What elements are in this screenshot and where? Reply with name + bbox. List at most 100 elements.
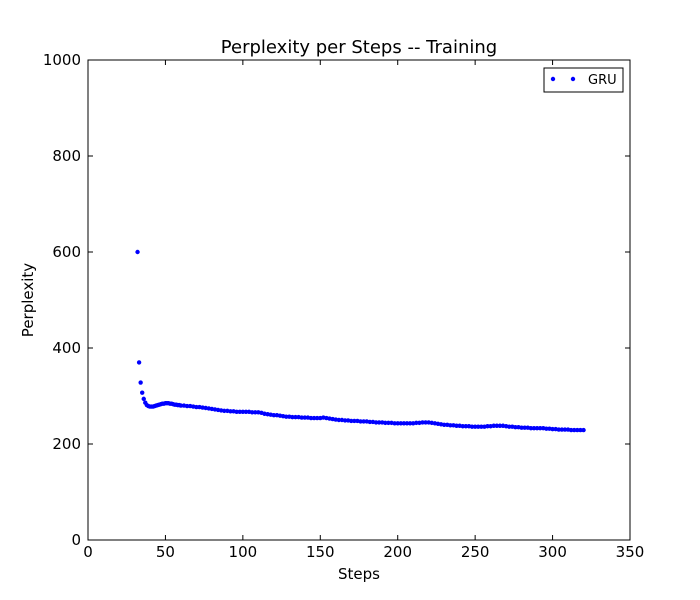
- data-point: [568, 427, 574, 433]
- data-point: [240, 409, 246, 415]
- y-axis-label: Perplexity: [19, 263, 37, 337]
- data-point: [562, 427, 568, 432]
- data-point: [352, 418, 357, 424]
- data-point: [472, 424, 478, 429]
- data-point: [140, 390, 145, 395]
- data-point: [398, 421, 404, 426]
- series-gru-points: [135, 249, 586, 433]
- data-point: [407, 421, 413, 426]
- data-point: [222, 408, 227, 414]
- data-point: [336, 417, 342, 423]
- data-point: [513, 425, 518, 430]
- data-point: [302, 415, 307, 420]
- data-point: [494, 423, 500, 428]
- data-point: [178, 403, 184, 408]
- data-point: [253, 410, 258, 415]
- data-point: [544, 426, 549, 431]
- data-point: [534, 425, 540, 431]
- data-point: [228, 409, 233, 414]
- y-tick-label: 0: [71, 531, 81, 549]
- data-point: [448, 423, 453, 428]
- data-point: [476, 424, 481, 429]
- data-point: [194, 404, 199, 410]
- data-point: [299, 415, 304, 420]
- data-point: [507, 424, 512, 429]
- x-axis: 0 50 100 150 200 250 300 350: [83, 60, 644, 561]
- data-point: [184, 403, 190, 409]
- data-point: [342, 418, 348, 423]
- data-point: [308, 415, 314, 421]
- data-point: [550, 426, 555, 432]
- legend-box: [543, 67, 624, 93]
- y-axis: 0 200 400 600 800 1000: [43, 51, 630, 549]
- data-point: [249, 410, 255, 415]
- data-point: [531, 425, 537, 431]
- data-point: [136, 360, 142, 365]
- legend-marker: [570, 76, 576, 82]
- data-point: [556, 427, 561, 432]
- legend-label-gru: GRU: [588, 73, 617, 88]
- data-point: [243, 409, 249, 415]
- data-point: [271, 413, 277, 418]
- data-point: [395, 421, 400, 426]
- data-point: [420, 420, 425, 425]
- data-point: [234, 409, 239, 415]
- data-point: [581, 427, 586, 433]
- data-point: [392, 421, 397, 426]
- y-tick-label: 800: [52, 147, 81, 165]
- data-point: [559, 427, 565, 432]
- data-point: [463, 424, 469, 429]
- x-tick-label: 100: [229, 543, 258, 561]
- data-point: [522, 425, 527, 430]
- data-point: [358, 419, 363, 424]
- data-point: [485, 424, 490, 429]
- data-point: [491, 423, 496, 428]
- y-tick-label: 200: [52, 435, 81, 453]
- data-point: [454, 423, 459, 428]
- data-point: [469, 424, 475, 429]
- data-point: [373, 420, 379, 425]
- x-tick-label: 300: [538, 543, 567, 561]
- data-point: [141, 396, 146, 402]
- y-tick-label: 600: [52, 243, 81, 261]
- x-axis-label: Steps: [338, 565, 380, 583]
- y-tick-label: 1000: [43, 51, 81, 69]
- x-tick-label: 250: [461, 543, 490, 561]
- y-tick-label: 400: [52, 339, 81, 357]
- data-point: [401, 421, 407, 426]
- data-point: [349, 418, 354, 424]
- data-point: [311, 415, 317, 421]
- data-point: [575, 427, 580, 433]
- data-point: [386, 420, 391, 426]
- legend: GRU: [543, 67, 624, 93]
- data-point: [367, 419, 373, 425]
- data-point: [578, 427, 583, 433]
- data-point: [497, 423, 503, 428]
- x-tick-label: 150: [306, 543, 335, 561]
- x-tick-label: 350: [616, 543, 645, 561]
- data-point: [460, 424, 465, 429]
- x-tick-label: 200: [383, 543, 412, 561]
- data-point: [135, 249, 140, 255]
- data-point: [537, 425, 543, 431]
- data-point: [361, 419, 366, 424]
- data-point: [404, 421, 410, 426]
- chart-title: Perplexity per Steps -- Training: [221, 37, 497, 58]
- plot-area: [87, 59, 631, 541]
- data-point: [138, 380, 143, 385]
- data-point: [284, 414, 289, 419]
- legend-marker: [550, 76, 556, 82]
- x-tick-label: 0: [83, 543, 93, 561]
- data-point: [237, 409, 242, 415]
- data-point: [383, 420, 388, 426]
- data-point: [376, 420, 382, 425]
- data-point: [293, 414, 298, 420]
- data-point: [414, 420, 419, 426]
- data-point: [479, 424, 484, 429]
- data-point: [441, 422, 447, 427]
- data-point: [519, 425, 524, 430]
- data-point: [314, 415, 320, 421]
- data-point: [423, 420, 428, 425]
- x-tick-label: 50: [156, 543, 175, 561]
